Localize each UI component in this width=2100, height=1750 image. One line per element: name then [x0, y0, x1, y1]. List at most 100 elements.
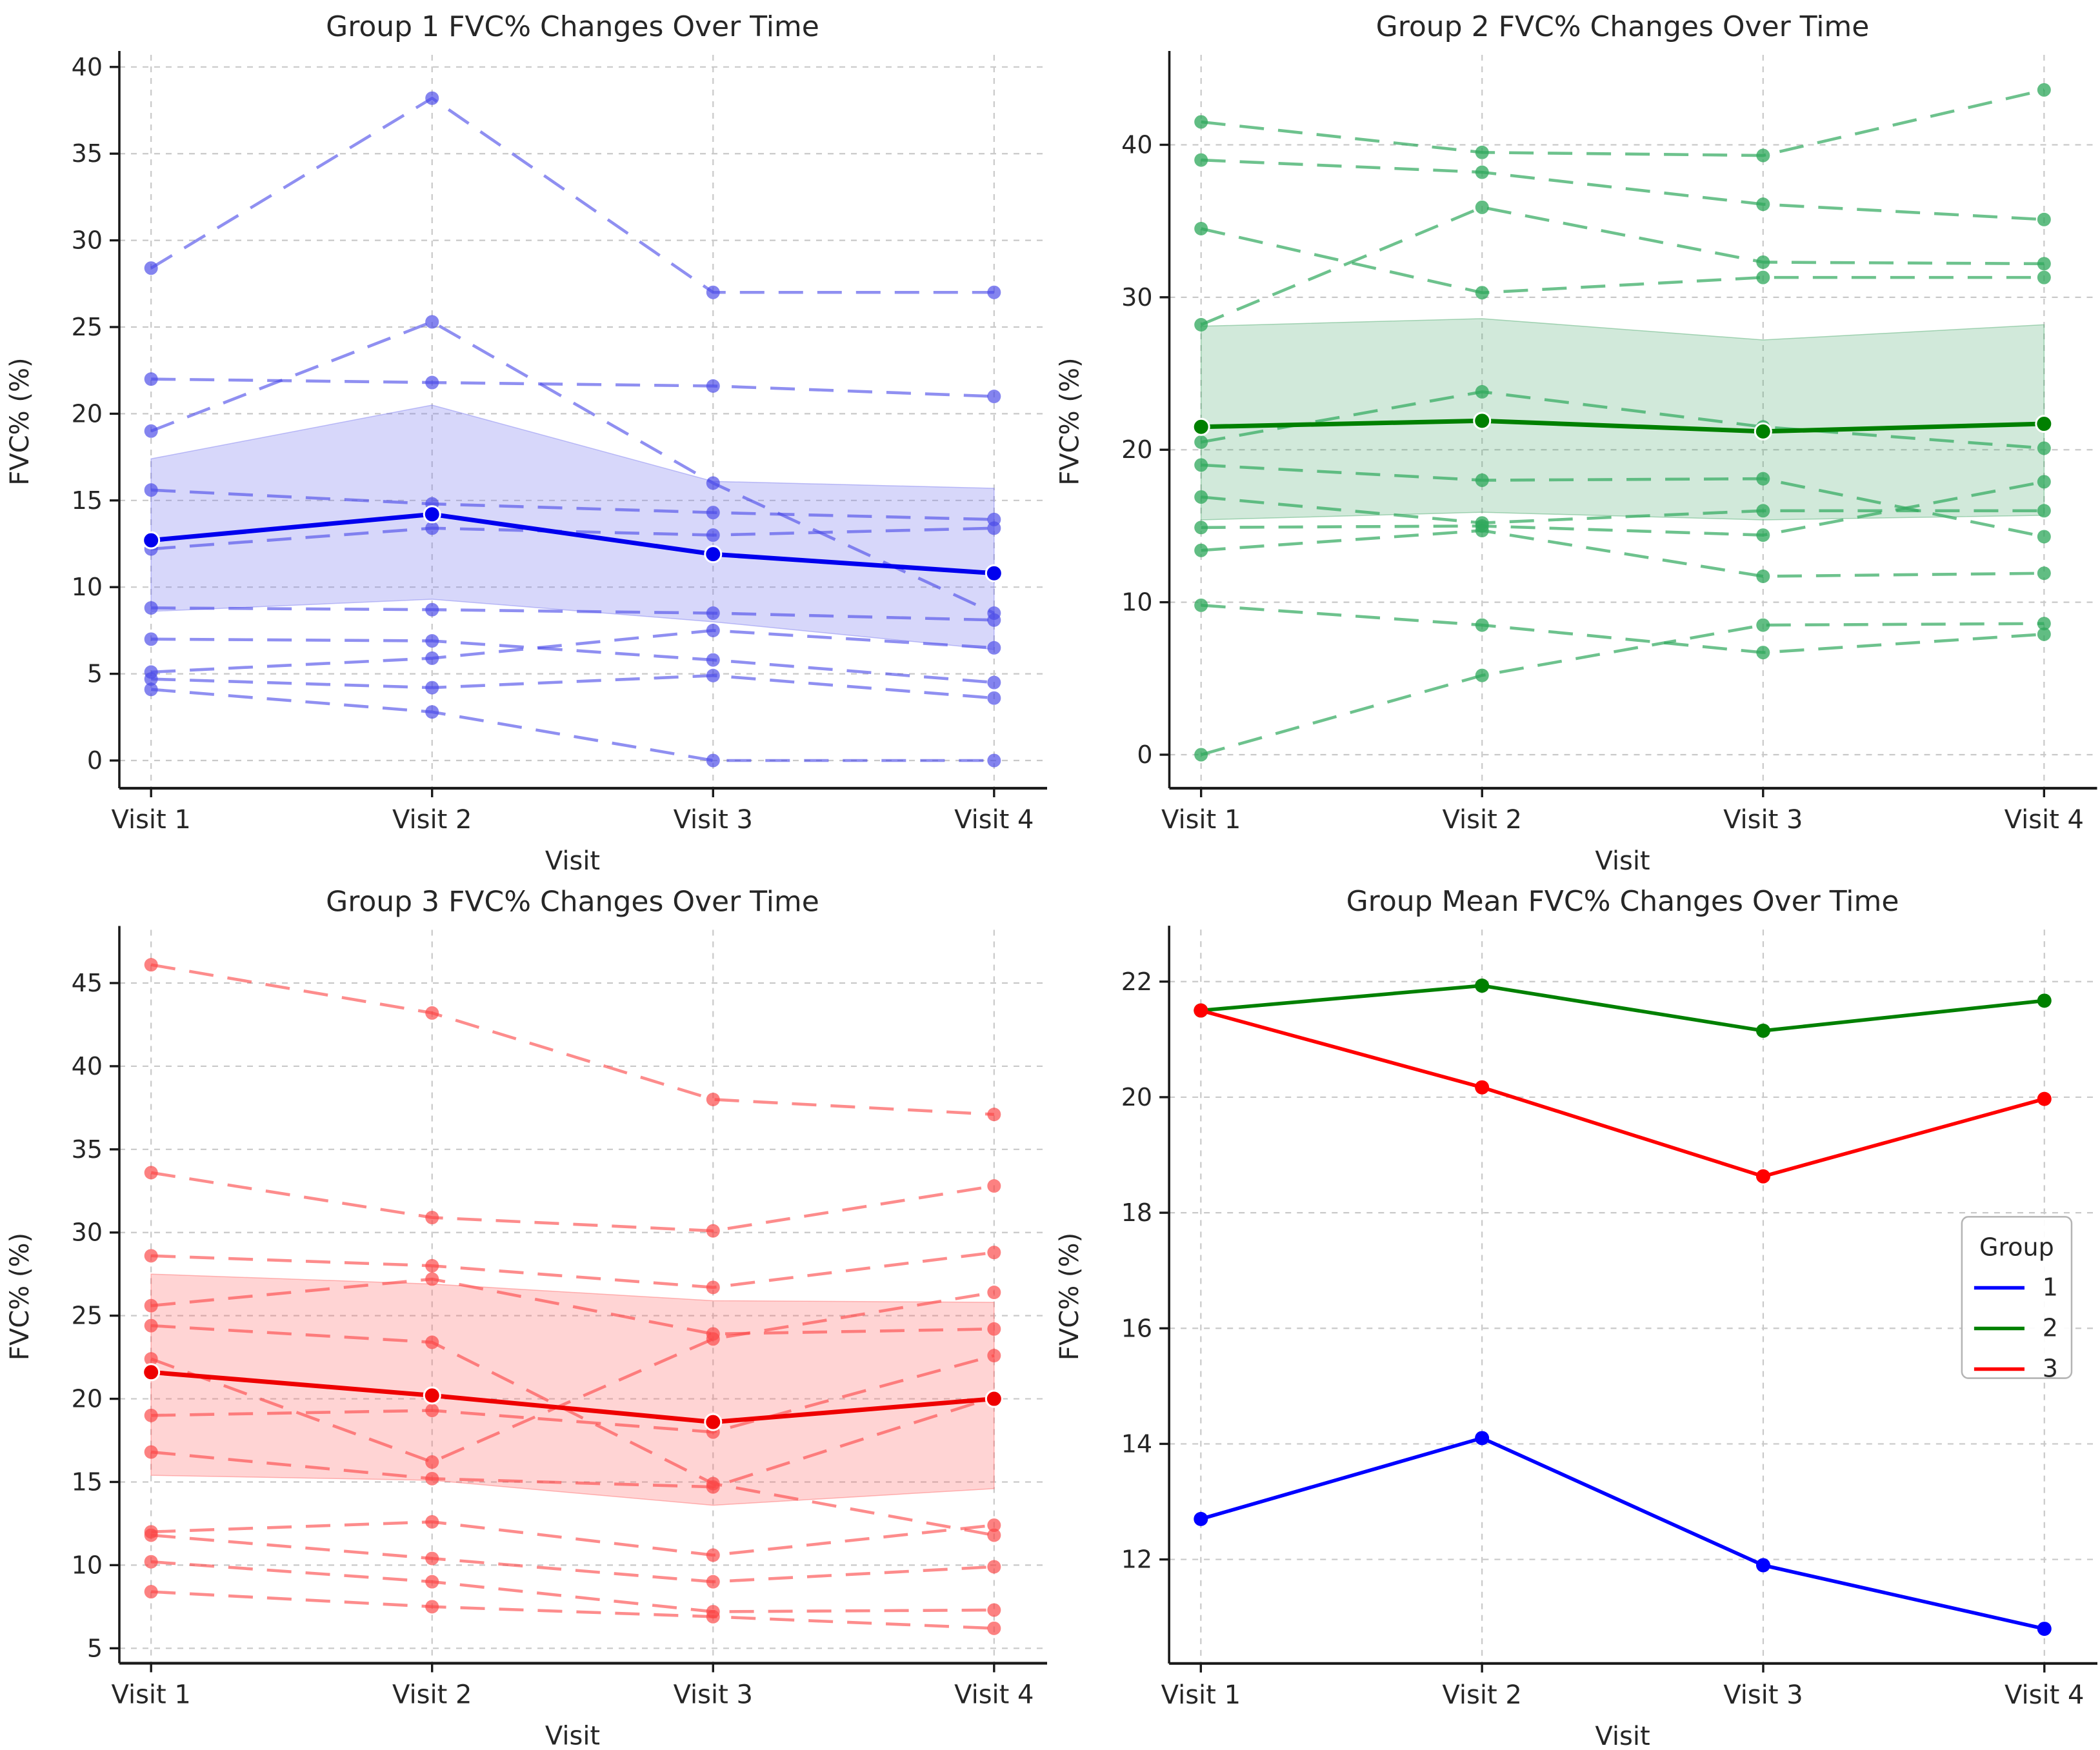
patient-line-7	[151, 1354, 995, 1434]
mean-line	[148, 512, 997, 576]
mean-dot	[142, 531, 161, 550]
patient-line-11	[151, 1560, 994, 1613]
x-axis-label: Visit	[1595, 846, 1650, 875]
patient-dot	[144, 1352, 158, 1366]
x-tick-label: Visit 1	[111, 1680, 190, 1710]
patient-dot	[987, 1621, 1001, 1635]
patient-dot	[2037, 566, 2051, 581]
patient-dot	[1756, 255, 1770, 269]
y-tick-label: 20	[72, 1385, 103, 1413]
mean-series-dot-group-3	[1755, 1169, 1770, 1184]
mean-dot	[704, 545, 723, 564]
patient-dot	[144, 1585, 158, 1599]
x-tick-label: Visit 1	[1161, 805, 1241, 835]
patient-dot	[425, 651, 439, 665]
patient-line-4	[150, 1277, 994, 1336]
patient-dot	[1756, 148, 1770, 163]
patient-dot	[987, 691, 1001, 705]
chart-title: Group 2 FVC% Changes Over Time	[1376, 10, 1870, 43]
chart-group2: 0 10 20 30 40 Visit 1 Visit 2 Visit 3 Visit 4 Gro…	[1050, 0, 2100, 875]
mean-series-dot-group-3	[1475, 1080, 1490, 1095]
patient-dot	[144, 1528, 158, 1542]
mean-dot	[985, 564, 1003, 582]
y-tick-label: 10	[72, 1551, 103, 1579]
legend-label: 1	[2043, 1273, 2058, 1301]
confidence-band	[150, 1273, 995, 1506]
y-tick-label: 12	[1121, 1546, 1152, 1574]
patient-dot	[706, 1575, 720, 1589]
patient-dot	[706, 379, 720, 393]
legend-label: 3	[2043, 1355, 2058, 1383]
patient-dot	[144, 958, 158, 972]
patient-dot	[706, 1280, 720, 1295]
mean-dot	[704, 1413, 723, 1431]
patient-dot	[987, 285, 1001, 299]
y-tick-label: 5	[87, 660, 103, 688]
patient-dot	[706, 1480, 720, 1494]
patient-dot	[706, 528, 720, 542]
x-tick-label: Visit 2	[392, 1680, 472, 1710]
mean-series-dot-group-2	[1475, 979, 1490, 993]
patient-dot	[706, 285, 720, 299]
patient-dot	[2037, 212, 2051, 226]
patient-dot	[425, 1551, 439, 1566]
patient-line-10	[1201, 604, 2045, 654]
patient-dot	[1194, 458, 1208, 472]
patient-dot	[2037, 475, 2051, 489]
patient-dot	[144, 1408, 158, 1422]
patient-line-3	[150, 320, 995, 615]
patient-dot	[425, 1258, 439, 1273]
patient-dot	[2037, 627, 2051, 641]
mean-series-dot-group-2	[2037, 993, 2052, 1008]
patient-dot	[1194, 543, 1208, 557]
patient-line-10	[150, 688, 994, 762]
patient-dot	[987, 1179, 1001, 1193]
mean-dot	[1754, 422, 1772, 441]
x-tick-label: Visit 4	[2005, 805, 2084, 835]
patient-dot	[144, 1555, 158, 1569]
patient-line-1	[150, 96, 994, 294]
mean-dot	[2035, 415, 2054, 433]
patient-dot	[425, 1404, 439, 1418]
y-axis-label: FVC% (%)	[1055, 1233, 1085, 1360]
patient-dot	[1756, 646, 1770, 660]
x-tick-label: Visit 1	[1161, 1680, 1241, 1710]
patient-line-9	[151, 1520, 995, 1557]
x-axis-label: Visit	[545, 1722, 600, 1750]
patient-line-5	[151, 526, 994, 551]
patient-dot	[1475, 618, 1489, 632]
patient-line-7	[151, 637, 995, 684]
patient-dot	[1194, 490, 1208, 504]
x-tick-label: Visit 2	[1443, 805, 1522, 835]
patient-dot	[425, 375, 439, 390]
y-tick-label: 25	[72, 1302, 103, 1330]
patient-dot	[144, 1249, 158, 1263]
y-tick-label: 40	[1121, 130, 1152, 159]
mean-dot	[423, 1386, 441, 1405]
mean-series-dot-group-3	[2037, 1091, 2052, 1106]
mean-line	[1199, 418, 2046, 434]
y-tick-label: 30	[72, 226, 103, 255]
patient-line-1	[150, 963, 994, 1116]
y-tick-label: 0	[1137, 741, 1152, 769]
patient-dot	[425, 1006, 439, 1020]
legend-title: Group	[1979, 1233, 2054, 1261]
group3-plot: 5 10 15 20 25 30 35 40 45 Visit 1 Visit 2 Visit 3 Vi…	[5, 886, 1047, 1750]
y-tick-label: 14	[1121, 1429, 1152, 1458]
x-axis-label: Visit	[545, 846, 600, 875]
patient-dot	[1475, 384, 1489, 399]
mean-series-group-1	[1199, 1436, 2046, 1631]
patient-dot	[425, 1455, 439, 1469]
y-tick-label: 5	[87, 1634, 103, 1662]
y-tick-label: 22	[1121, 968, 1152, 996]
patient-dot	[987, 1528, 1001, 1542]
y-tick-label: 40	[72, 53, 103, 81]
patient-line-6	[150, 1291, 995, 1464]
patient-dot	[987, 390, 1001, 404]
patient-dot	[425, 1272, 439, 1286]
y-tick-label: 30	[1121, 283, 1152, 312]
patient-dot	[706, 1609, 720, 1624]
patient-dot	[1194, 435, 1208, 449]
patient-dot	[2037, 617, 2051, 631]
